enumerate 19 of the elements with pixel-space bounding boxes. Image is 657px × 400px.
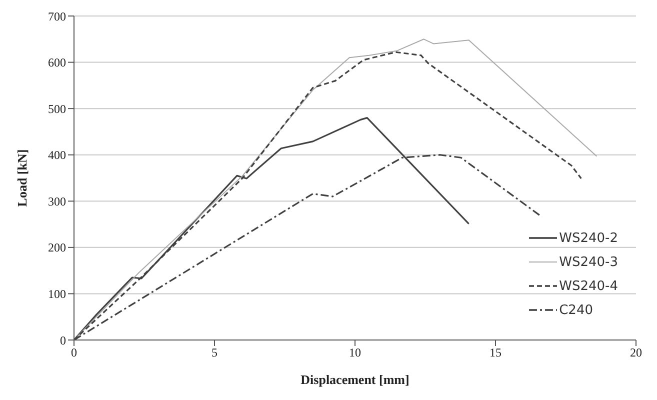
y-tick-label: 200 <box>48 240 66 255</box>
y-tick-label: 300 <box>48 194 66 208</box>
x-axis-title: Displacement [mm] <box>300 372 410 387</box>
y-tick-label: 0 <box>60 333 66 348</box>
x-tick-label: 10 <box>349 346 361 360</box>
y-tick-label: 600 <box>48 56 66 70</box>
legend-label: WS240-2 <box>559 230 618 246</box>
y-tick-label: 100 <box>48 286 66 301</box>
x-tick-label: 15 <box>490 346 502 360</box>
y-axis-title: Load [kN] <box>14 149 30 207</box>
x-tick-label: 20 <box>630 346 642 360</box>
legend-label: C240 <box>559 302 593 318</box>
legend-label: WS240-3 <box>559 254 618 270</box>
y-tick-label: 700 <box>48 9 66 24</box>
y-tick-label: 400 <box>48 148 66 162</box>
legend-label: WS240-4 <box>559 278 618 294</box>
x-tick-label: 5 <box>212 346 218 360</box>
x-tick-label: 0 <box>71 346 77 360</box>
y-tick-label: 500 <box>48 102 66 116</box>
